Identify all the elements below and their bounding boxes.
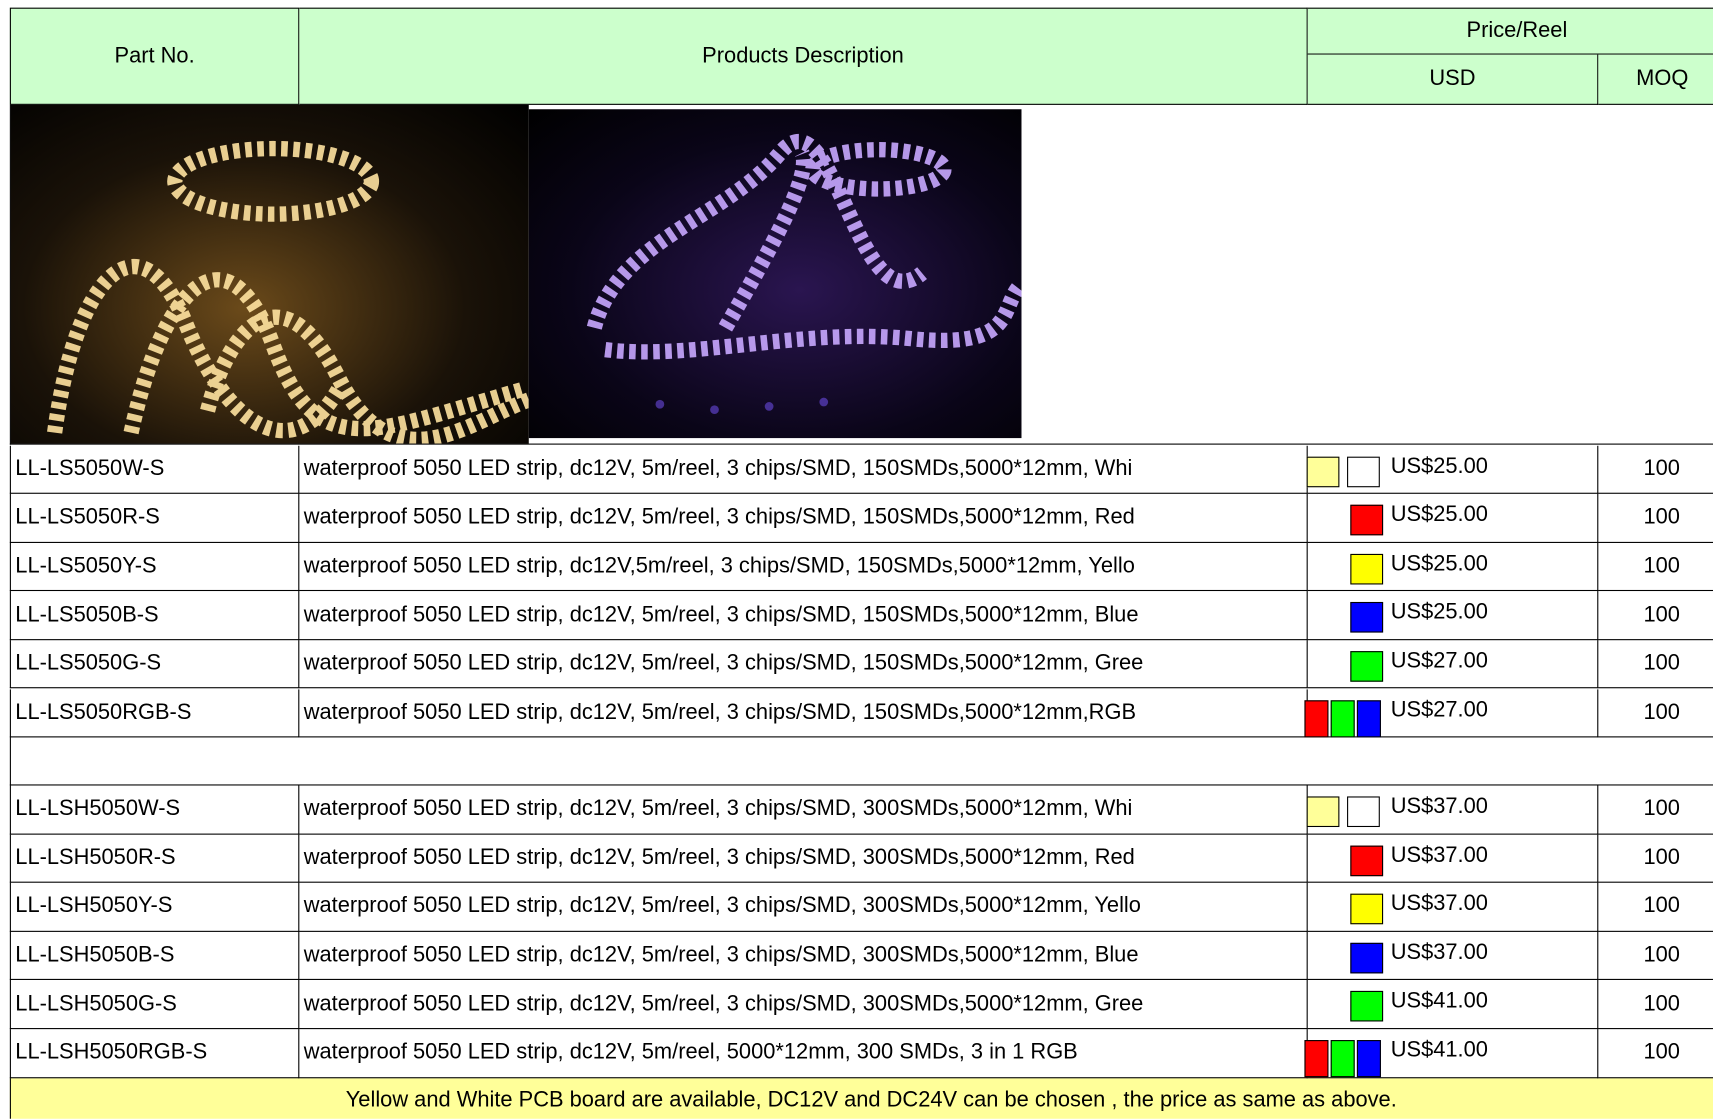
moq-cell: 100 bbox=[1598, 543, 1713, 592]
moq-cell: 100 bbox=[1598, 980, 1713, 1030]
color-swatch bbox=[1347, 456, 1380, 487]
header-description: Products Description bbox=[299, 7, 1308, 105]
color-swatch bbox=[1350, 602, 1384, 633]
description-cell: waterproof 5050 LED strip, dc12V, 5m/ree… bbox=[299, 493, 1308, 543]
price-cell: US$27.00 bbox=[1307, 640, 1599, 689]
description-cell: waterproof 5050 LED strip, dc12V, 5m/ree… bbox=[299, 785, 1308, 835]
photo-purple-strip bbox=[528, 109, 1022, 439]
header-usd: USD bbox=[1307, 54, 1599, 105]
price-cell: US$41.00 bbox=[1307, 1029, 1599, 1078]
color-swatch bbox=[1304, 1040, 1329, 1078]
header-part-no: Part No. bbox=[9, 7, 300, 105]
moq-cell: 100 bbox=[1598, 445, 1713, 494]
moq-cell: 100 bbox=[1598, 932, 1713, 981]
moq-cell: 100 bbox=[1598, 1029, 1713, 1078]
moq-cell: 100 bbox=[1598, 640, 1713, 689]
color-swatch bbox=[1350, 553, 1384, 585]
color-swatch bbox=[1350, 504, 1384, 536]
color-swatch bbox=[1350, 991, 1384, 1022]
part-no-cell: LL-LSH5050RGB-S bbox=[9, 1029, 300, 1078]
description-cell: waterproof 5050 LED strip, dc12V,5m/reel… bbox=[299, 542, 1308, 592]
price-cell: US$37.00 bbox=[1307, 882, 1599, 932]
spacer-row bbox=[9, 737, 1713, 786]
part-no-cell: LL-LS5050G-S bbox=[9, 640, 300, 689]
description-cell: waterproof 5050 LED strip, dc12V, 5m/ree… bbox=[299, 931, 1308, 981]
color-swatch bbox=[1306, 796, 1340, 828]
description-cell: waterproof 5050 LED strip, dc12V, 5m/ree… bbox=[299, 882, 1308, 932]
color-swatch bbox=[1356, 1040, 1381, 1078]
moq-cell: 100 bbox=[1598, 689, 1713, 738]
price-cell: US$27.00 bbox=[1307, 688, 1599, 738]
description-cell: waterproof 5050 LED strip, dc12V, 5m/ree… bbox=[299, 980, 1308, 1030]
price-cell: US$37.00 bbox=[1307, 834, 1599, 883]
description-cell: waterproof 5050 LED strip, dc12V, 5m/ree… bbox=[299, 1029, 1308, 1078]
photo-warm-art bbox=[47, 140, 529, 444]
moq-cell: 100 bbox=[1598, 494, 1713, 543]
price-cell: US$41.00 bbox=[1307, 980, 1599, 1030]
color-swatch bbox=[1330, 699, 1355, 737]
price-cell: US$25.00 bbox=[1307, 493, 1599, 543]
color-swatch bbox=[1347, 796, 1380, 828]
description-cell: waterproof 5050 LED strip, dc12V, 5m/ree… bbox=[299, 591, 1308, 641]
description-cell: waterproof 5050 LED strip, dc12V, 5m/ree… bbox=[299, 640, 1308, 689]
footer-note: Yellow and White PCB board are available… bbox=[9, 1078, 1713, 1119]
footer-text: Yellow and White PCB board are available… bbox=[345, 1087, 1397, 1112]
moq-cell: 100 bbox=[1598, 591, 1713, 641]
price-cell: US$37.00 bbox=[1307, 785, 1599, 835]
header-price-reel-text: Price/Reel bbox=[1466, 18, 1568, 43]
header-moq-text: MOQ bbox=[1636, 66, 1689, 91]
part-no-cell: LL-LSH5050Y-S bbox=[9, 882, 300, 932]
part-no-cell: LL-LS5050Y-S bbox=[9, 542, 300, 592]
color-swatch bbox=[1330, 1040, 1355, 1078]
header-moq: MOQ bbox=[1598, 54, 1713, 105]
color-swatch bbox=[1350, 942, 1384, 974]
photo-warm-strip bbox=[10, 104, 529, 444]
color-swatch bbox=[1350, 893, 1384, 925]
part-no-cell: LL-LSH5050W-S bbox=[9, 785, 300, 835]
description-cell: waterproof 5050 LED strip, dc12V, 5m/ree… bbox=[299, 834, 1308, 883]
image-row bbox=[9, 104, 1713, 445]
price-cell: US$25.00 bbox=[1307, 542, 1599, 592]
description-cell: waterproof 5050 LED strip, dc12V, 5m/ree… bbox=[299, 688, 1308, 738]
color-swatch bbox=[1304, 699, 1329, 737]
photo-purple-art bbox=[586, 134, 1022, 415]
part-no-cell: LL-LS5050R-S bbox=[9, 493, 300, 543]
description-cell: waterproof 5050 LED strip, dc12V, 5m/ree… bbox=[299, 445, 1308, 494]
price-cell: US$25.00 bbox=[1307, 445, 1599, 494]
part-no-cell: LL-LSH5050G-S bbox=[9, 980, 300, 1030]
part-no-cell: LL-LSH5050B-S bbox=[9, 931, 300, 981]
price-cell: US$37.00 bbox=[1307, 931, 1599, 981]
header-price-reel: Price/Reel bbox=[1307, 7, 1713, 55]
color-swatch bbox=[1350, 651, 1384, 682]
part-no-cell: LL-LS5050B-S bbox=[9, 591, 300, 641]
color-swatch bbox=[1356, 699, 1381, 737]
part-no-cell: LL-LS5050RGB-S bbox=[9, 688, 300, 738]
moq-cell: 100 bbox=[1598, 834, 1713, 883]
price-cell: US$25.00 bbox=[1307, 591, 1599, 641]
part-no-cell: LL-LS5050W-S bbox=[9, 445, 300, 494]
part-no-cell: LL-LSH5050R-S bbox=[9, 834, 300, 883]
moq-cell: 100 bbox=[1598, 883, 1713, 932]
color-swatch bbox=[1306, 456, 1340, 487]
color-swatch bbox=[1350, 845, 1384, 876]
moq-cell: 100 bbox=[1598, 786, 1713, 835]
